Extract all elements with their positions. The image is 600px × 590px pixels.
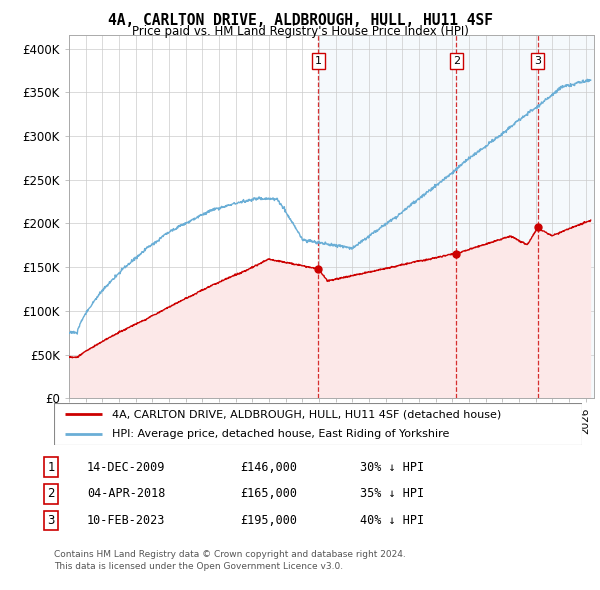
Text: 4A, CARLTON DRIVE, ALDBROUGH, HULL, HU11 4SF (detached house): 4A, CARLTON DRIVE, ALDBROUGH, HULL, HU11… bbox=[112, 409, 502, 419]
Text: 04-APR-2018: 04-APR-2018 bbox=[87, 487, 166, 500]
Text: 10-FEB-2023: 10-FEB-2023 bbox=[87, 514, 166, 527]
Bar bbox=[319, 35, 594, 398]
Text: 1: 1 bbox=[47, 461, 55, 474]
Text: 3: 3 bbox=[47, 514, 55, 527]
Text: 35% ↓ HPI: 35% ↓ HPI bbox=[360, 487, 424, 500]
Text: 4A, CARLTON DRIVE, ALDBROUGH, HULL, HU11 4SF: 4A, CARLTON DRIVE, ALDBROUGH, HULL, HU11… bbox=[107, 13, 493, 28]
Text: £146,000: £146,000 bbox=[240, 461, 297, 474]
Text: 3: 3 bbox=[534, 56, 541, 66]
Text: Contains HM Land Registry data © Crown copyright and database right 2024.: Contains HM Land Registry data © Crown c… bbox=[54, 550, 406, 559]
Text: HPI: Average price, detached house, East Riding of Yorkshire: HPI: Average price, detached house, East… bbox=[112, 429, 449, 439]
Text: £195,000: £195,000 bbox=[240, 514, 297, 527]
Text: £165,000: £165,000 bbox=[240, 487, 297, 500]
Text: 2: 2 bbox=[453, 56, 460, 66]
Text: Price paid vs. HM Land Registry's House Price Index (HPI): Price paid vs. HM Land Registry's House … bbox=[131, 25, 469, 38]
FancyBboxPatch shape bbox=[54, 403, 582, 445]
Text: 2: 2 bbox=[47, 487, 55, 500]
Text: 40% ↓ HPI: 40% ↓ HPI bbox=[360, 514, 424, 527]
Text: This data is licensed under the Open Government Licence v3.0.: This data is licensed under the Open Gov… bbox=[54, 562, 343, 571]
Text: 14-DEC-2009: 14-DEC-2009 bbox=[87, 461, 166, 474]
Text: 30% ↓ HPI: 30% ↓ HPI bbox=[360, 461, 424, 474]
Text: 1: 1 bbox=[315, 56, 322, 66]
